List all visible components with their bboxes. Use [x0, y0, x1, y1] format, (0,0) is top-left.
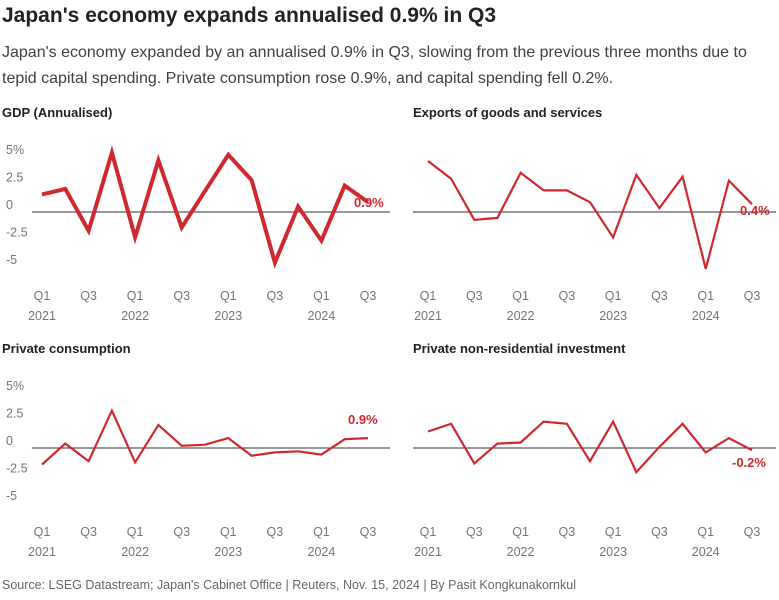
- series-line: [41, 145, 370, 269]
- x-tick-label: Q3: [173, 289, 190, 303]
- x-tick-label: Q1: [420, 289, 437, 303]
- panel-title: Exports of goods and services: [413, 105, 602, 120]
- x-tick-label: Q1: [34, 289, 51, 303]
- x-tick-label: Q1: [34, 525, 51, 539]
- x-tick-label: Q3: [559, 289, 576, 303]
- y-tick-label: 5%: [6, 143, 24, 157]
- x-tick-year: 2024: [308, 545, 336, 559]
- panel-title: GDP (Annualised): [2, 105, 112, 120]
- x-tick-year: 2021: [28, 545, 56, 559]
- x-tick-label: Q3: [744, 525, 761, 539]
- y-tick-label: 0: [6, 434, 13, 448]
- source-note: Source: LSEG Datastream; Japan's Cabinet…: [2, 578, 576, 592]
- panel-title: Private consumption: [2, 341, 131, 356]
- x-tick-label: Q3: [559, 525, 576, 539]
- series-line: [427, 160, 753, 270]
- x-tick-year: 2021: [28, 309, 56, 323]
- last-value-label: 0.9%: [348, 412, 378, 427]
- x-tick-year: 2024: [692, 545, 720, 559]
- series-line: [41, 407, 369, 466]
- x-tick-label: Q3: [80, 289, 97, 303]
- x-tick-year: 2023: [214, 309, 242, 323]
- x-tick-year: 2022: [507, 545, 535, 559]
- x-tick-year: 2023: [214, 545, 242, 559]
- y-tick-label: 5%: [6, 379, 24, 393]
- x-tick-label: Q1: [512, 525, 529, 539]
- chart-subtitle: Japan's economy expanded by an annualise…: [2, 44, 747, 87]
- x-tick-year: 2024: [308, 309, 336, 323]
- x-tick-label: Q3: [267, 289, 284, 303]
- x-tick-label: Q1: [605, 289, 622, 303]
- x-tick-year: 2021: [414, 309, 442, 323]
- last-value-label: 0.4%: [740, 203, 770, 218]
- x-tick-label: Q3: [651, 525, 668, 539]
- series-line: [427, 419, 753, 475]
- x-tick-label: Q1: [420, 525, 437, 539]
- x-tick-label: Q3: [173, 525, 190, 539]
- x-tick-label: Q1: [697, 289, 714, 303]
- chart-title: Japan's economy expands annualised 0.9% …: [2, 4, 497, 27]
- y-tick-label: -2.5: [6, 462, 28, 476]
- panel-title: Private non-residential investment: [413, 341, 626, 356]
- x-tick-label: Q3: [466, 289, 483, 303]
- x-tick-label: Q3: [360, 525, 377, 539]
- x-tick-label: Q1: [220, 289, 237, 303]
- last-value-label: -0.2%: [732, 455, 766, 470]
- x-tick-year: 2023: [599, 309, 627, 323]
- x-tick-label: Q3: [360, 289, 377, 303]
- x-tick-year: 2024: [692, 309, 720, 323]
- x-tick-label: Q1: [313, 289, 330, 303]
- y-tick-label: 2.5: [6, 407, 23, 421]
- x-tick-label: Q1: [127, 289, 144, 303]
- x-tick-label: Q1: [697, 525, 714, 539]
- x-tick-label: Q3: [267, 525, 284, 539]
- y-tick-label: 2.5: [6, 171, 23, 185]
- x-tick-label: Q3: [651, 289, 668, 303]
- y-tick-label: -2.5: [6, 226, 28, 240]
- x-tick-label: Q3: [80, 525, 97, 539]
- x-tick-label: Q1: [220, 525, 237, 539]
- x-tick-year: 2022: [121, 309, 149, 323]
- last-value-label: 0.9%: [354, 195, 384, 210]
- x-tick-year: 2022: [507, 309, 535, 323]
- y-tick-label: -5: [6, 489, 17, 503]
- x-tick-label: Q1: [313, 525, 330, 539]
- x-tick-label: Q1: [127, 525, 144, 539]
- x-tick-label: Q1: [605, 525, 622, 539]
- x-tick-year: 2022: [121, 545, 149, 559]
- x-tick-label: Q3: [466, 525, 483, 539]
- x-tick-label: Q3: [744, 289, 761, 303]
- x-tick-year: 2021: [414, 545, 442, 559]
- x-tick-label: Q1: [512, 289, 529, 303]
- x-tick-year: 2023: [599, 545, 627, 559]
- y-tick-label: 0: [6, 198, 13, 212]
- y-tick-label: -5: [6, 253, 17, 267]
